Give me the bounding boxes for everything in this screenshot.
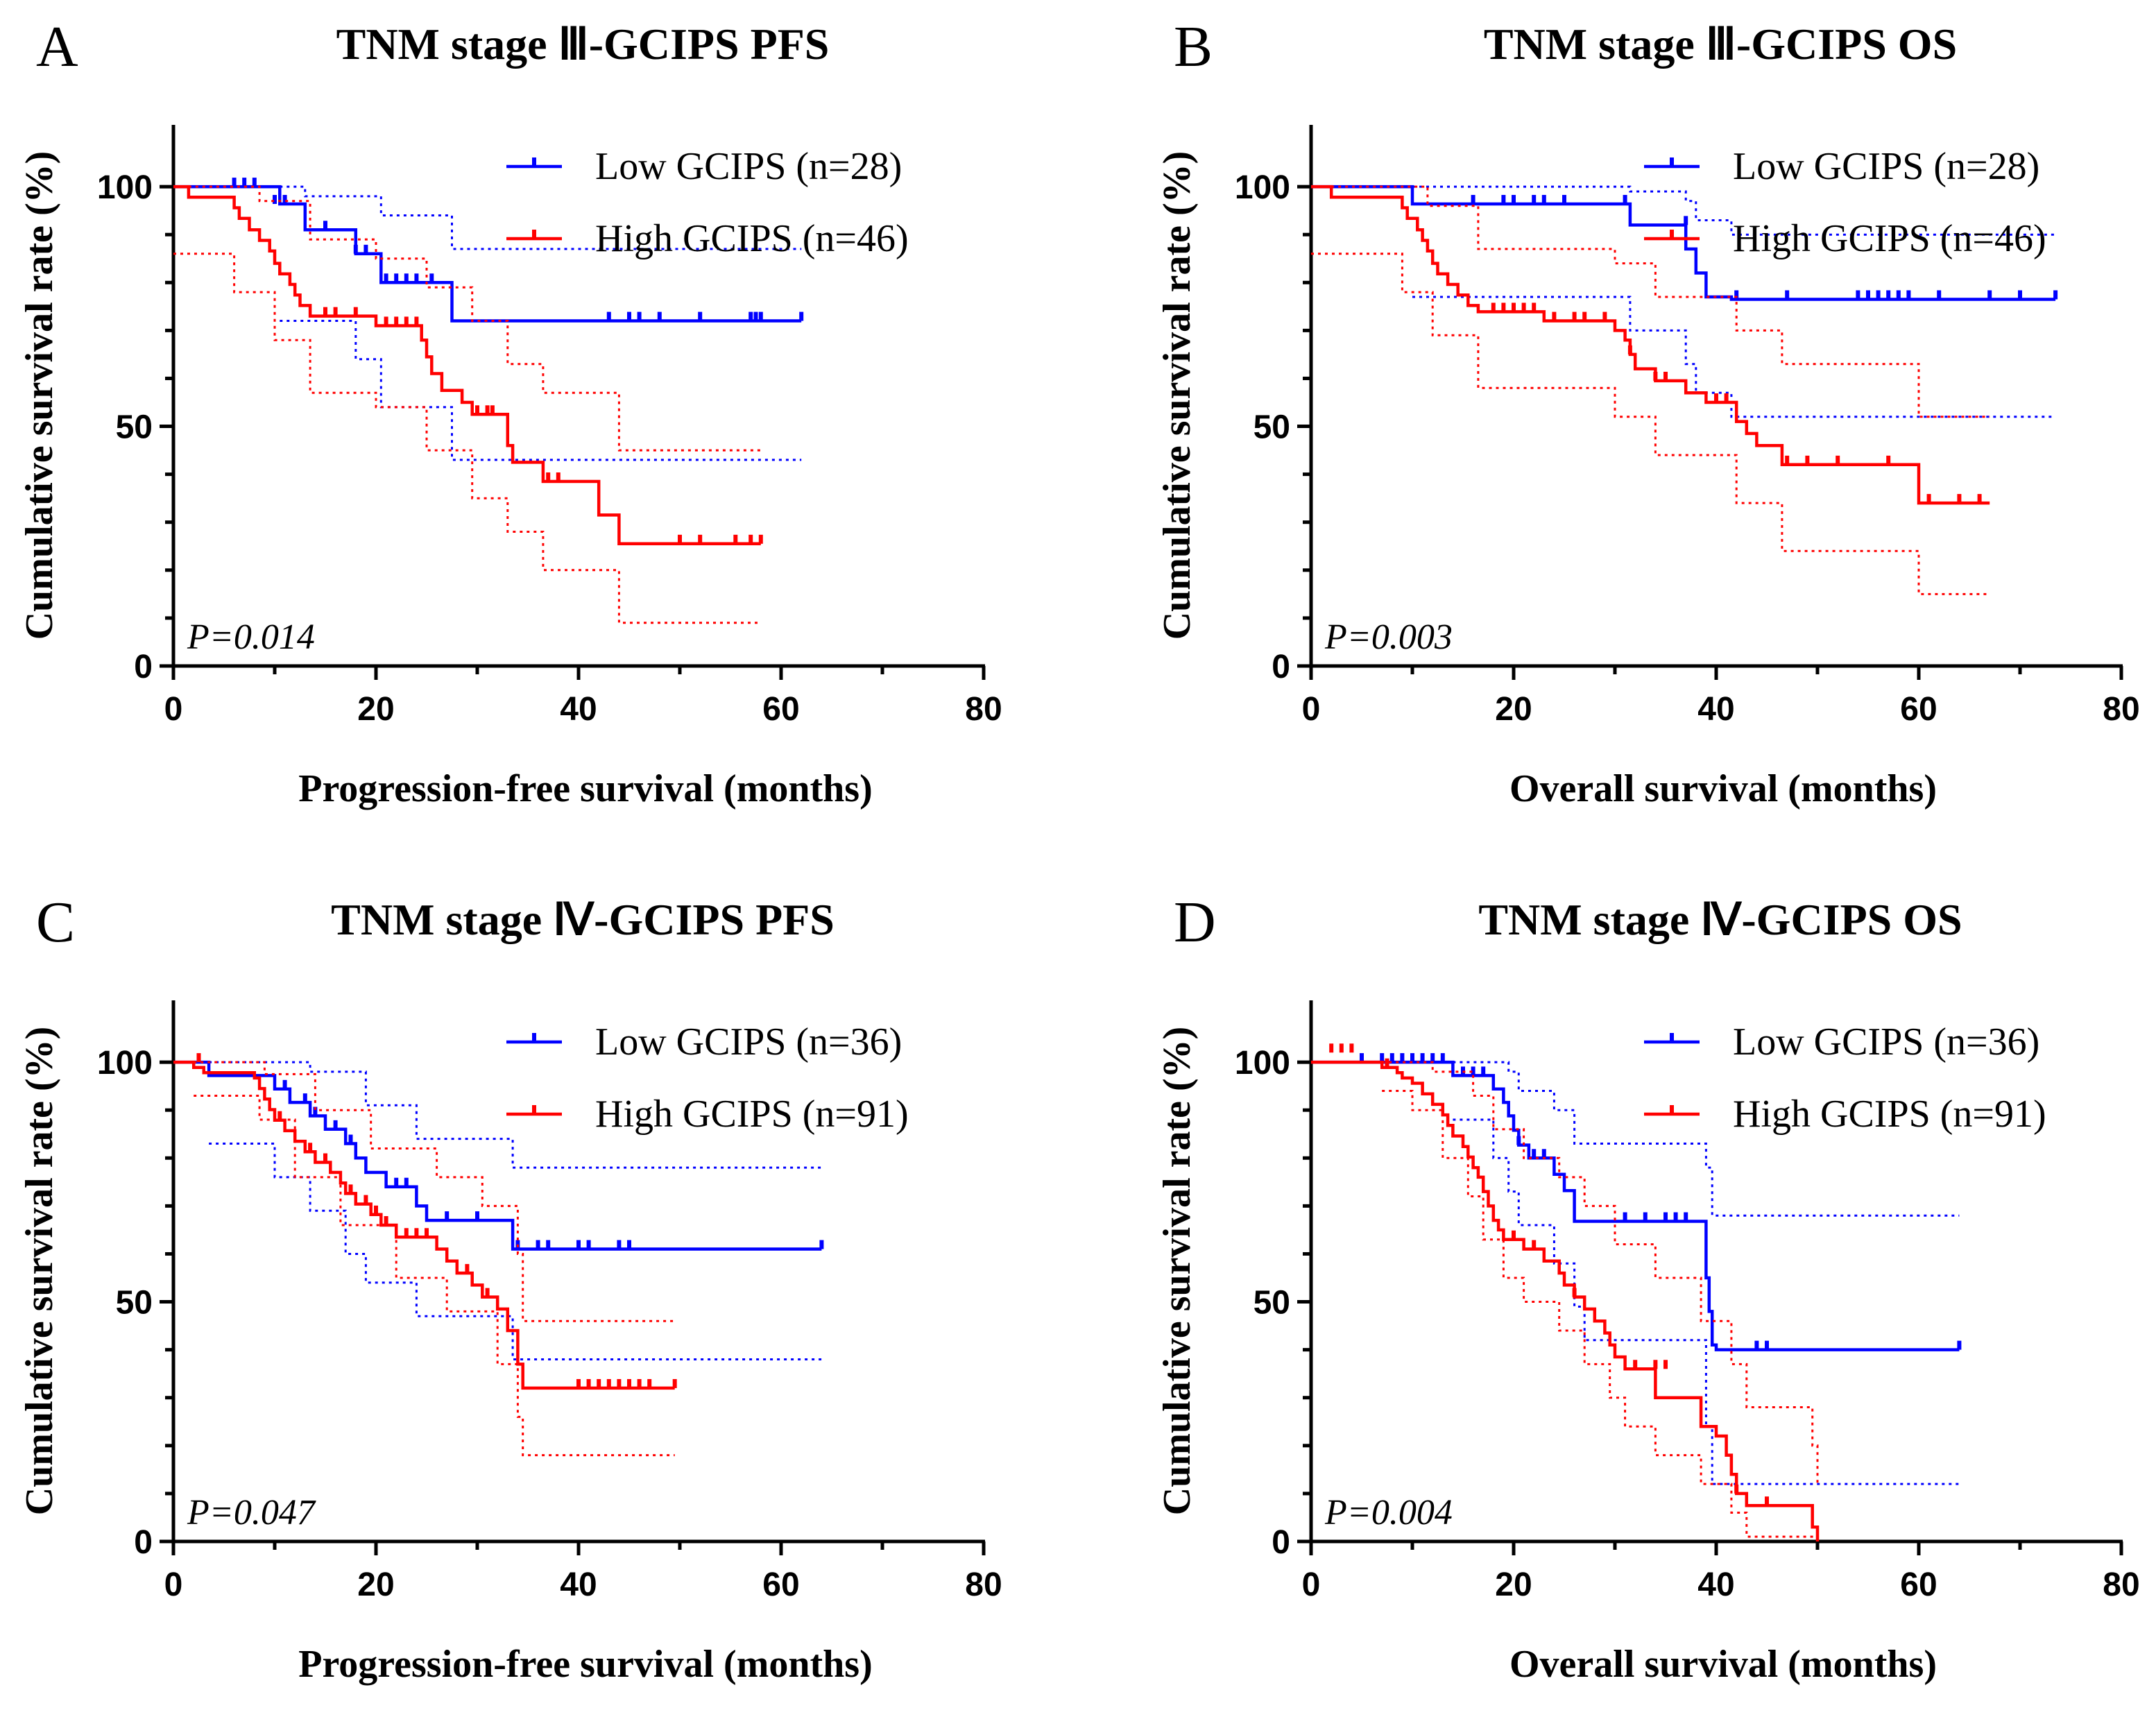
y-tick-label: 50: [1254, 1285, 1290, 1322]
panel-b: B TNM stage Ⅲ-GCIPS OS 0 20 40 60 80 0 50 100 Over…: [1138, 0, 2156, 851]
series-low: Low GCIPS (n=36): [1311, 1020, 2039, 1485]
chart-svg: D TNM stage Ⅳ-GCIPS OS 0 20 40 60 80 0 50 100 Over…: [1156, 890, 2140, 1686]
x-tick-label: 60: [762, 691, 799, 728]
x-tick-label: 60: [762, 1566, 799, 1603]
chart-title: TNM stage Ⅲ-GCIPS PFS: [336, 19, 830, 69]
y-tick-label: 50: [116, 409, 153, 446]
survival-curve: [173, 1060, 822, 1251]
x-tick-label: 80: [965, 1566, 1002, 1603]
x-axis-label: Overall survival (months): [1509, 767, 1937, 810]
panel-letter: C: [36, 890, 75, 955]
x-tick-label: 80: [2103, 691, 2139, 728]
x-tick-label: 80: [965, 691, 1002, 728]
chart-title: TNM stage Ⅳ-GCIPS OS: [1478, 895, 1962, 944]
x-tick-label: 20: [357, 1566, 394, 1603]
ci-upper-line: [1453, 1061, 1960, 1217]
legend-label: Low GCIPS (n=28): [1733, 145, 2039, 188]
y-tick-label: 100: [1235, 1045, 1290, 1082]
x-axis-label: Progression-free survival (months): [298, 767, 872, 810]
panel-a: A TNM stage Ⅲ-GCIPS PFS 0 20 40 60 80 0 50 100 Pro…: [0, 0, 1078, 851]
x-axis-label: Overall survival (months): [1509, 1643, 1937, 1686]
ci-upper-line: [1331, 185, 1990, 418]
ci-upper-line: [280, 185, 802, 250]
survival-curve: [173, 1060, 675, 1390]
x-tick-label: 40: [560, 691, 597, 728]
y-axis-label: Cumulative survival rate (%): [1156, 151, 1199, 640]
legend-label: High GCIPS (n=91): [1733, 1093, 2046, 1136]
x-tick-label: 0: [1302, 1566, 1321, 1603]
p-value: P=0.004: [1324, 1493, 1453, 1532]
y-tick-label: 100: [1235, 169, 1290, 206]
x-tick-label: 60: [1900, 691, 1937, 728]
survival-curve: [173, 185, 761, 546]
series-low: Low GCIPS (n=28): [173, 145, 902, 461]
panel-c: C TNM stage Ⅳ-GCIPS PFS 0 20 40 60 80 0 50 100 Pro…: [0, 875, 1078, 1726]
p-value: P=0.014: [187, 617, 315, 657]
p-value: P=0.003: [1324, 617, 1453, 657]
chart-svg: B TNM stage Ⅲ-GCIPS OS 0 20 40 60 80 0 50 100 Over…: [1156, 15, 2140, 810]
survival-curve: [1311, 1060, 1960, 1351]
series-high: High GCIPS (n=91): [173, 1053, 909, 1457]
survival-curve: [1311, 185, 1990, 505]
ci-lower-line: [1311, 253, 1990, 595]
series-low: Low GCIPS (n=28): [1311, 145, 2058, 418]
y-tick-label: 100: [97, 169, 153, 206]
x-tick-label: 20: [357, 691, 394, 728]
ci-lower-line: [1412, 296, 2056, 418]
x-tick-label: 20: [1495, 691, 1532, 728]
y-axis-label: Cumulative survival rate (%): [18, 1027, 61, 1516]
legend-label: Low GCIPS (n=28): [595, 145, 902, 188]
chart-title: TNM stage Ⅳ-GCIPS PFS: [331, 895, 835, 944]
x-tick-label: 40: [560, 1566, 597, 1603]
x-tick-label: 0: [164, 691, 183, 728]
panel-letter: A: [36, 15, 78, 79]
ci-lower-line: [173, 253, 761, 624]
chart-title: TNM stage Ⅲ-GCIPS OS: [1484, 19, 1957, 69]
survival-curve: [1311, 185, 2056, 301]
legend-label: High GCIPS (n=46): [1733, 217, 2046, 260]
panel-letter: B: [1174, 15, 1213, 79]
y-tick-label: 100: [97, 1045, 153, 1082]
legend-label: High GCIPS (n=91): [595, 1093, 909, 1136]
series-low: Low GCIPS (n=36): [173, 1020, 902, 1360]
panel-letter: D: [1174, 890, 1216, 955]
p-value: P=0.047: [187, 1493, 316, 1532]
ci-lower-line: [194, 1095, 675, 1457]
panel-d: D TNM stage Ⅳ-GCIPS OS 0 20 40 60 80 0 50 100 Over…: [1138, 875, 2156, 1726]
ci-lower-line: [1382, 1090, 1819, 1541]
y-tick-label: 50: [1254, 409, 1290, 446]
ci-upper-line: [1382, 1061, 1819, 1485]
x-axis-label: Progression-free survival (months): [298, 1643, 872, 1686]
chart-svg: C TNM stage Ⅳ-GCIPS PFS 0 20 40 60 80 0 50 100 Pro…: [18, 890, 1002, 1686]
survival-curve: [1311, 1060, 1820, 1541]
x-tick-label: 20: [1495, 1566, 1532, 1603]
y-tick-label: 0: [134, 649, 153, 685]
ci-lower-line: [209, 1143, 822, 1360]
ci-upper-line: [1412, 185, 2056, 236]
x-tick-label: 0: [1302, 691, 1321, 728]
y-axis-label: Cumulative survival rate (%): [1156, 1027, 1199, 1516]
legend-label: Low GCIPS (n=36): [595, 1020, 902, 1063]
x-tick-label: 0: [164, 1566, 183, 1603]
y-tick-label: 0: [1272, 1524, 1290, 1561]
series-high: High GCIPS (n=46): [1311, 185, 2046, 595]
series-high: High GCIPS (n=46): [173, 185, 909, 624]
legend-label: Low GCIPS (n=36): [1733, 1020, 2039, 1063]
series-high: High GCIPS (n=91): [1311, 1043, 2046, 1541]
legend-label: High GCIPS (n=46): [595, 217, 909, 260]
y-tick-label: 50: [116, 1285, 153, 1322]
y-tick-label: 0: [1272, 649, 1290, 685]
x-tick-label: 40: [1697, 691, 1734, 728]
ci-upper-line: [209, 1061, 822, 1169]
ci-upper-line: [188, 185, 761, 452]
ci-lower-line: [1453, 1118, 1960, 1485]
x-tick-label: 80: [2103, 1566, 2139, 1603]
x-tick-label: 60: [1900, 1566, 1937, 1603]
y-axis-label: Cumulative survival rate (%): [18, 151, 61, 640]
y-tick-label: 0: [134, 1524, 153, 1561]
chart-svg: A TNM stage Ⅲ-GCIPS PFS 0 20 40 60 80 0 50 100 Pro…: [18, 15, 1002, 810]
x-tick-label: 40: [1697, 1566, 1734, 1603]
ci-lower-line: [280, 320, 802, 461]
